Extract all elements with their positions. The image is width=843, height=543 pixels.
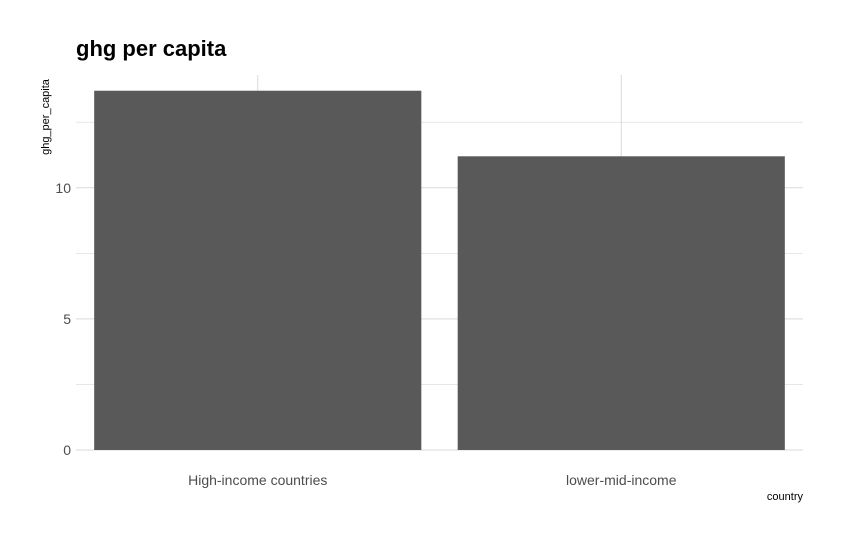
y-tick-label: 5 (63, 311, 71, 327)
y-tick-label: 0 (63, 442, 71, 458)
x-tick-label: High-income countries (188, 472, 327, 488)
bar (457, 156, 785, 450)
chart-title: ghg per capita (76, 36, 227, 61)
x-tick-label: lower-mid-income (566, 472, 677, 488)
y-tick-label: 10 (55, 180, 71, 196)
x-axis-title: country (766, 491, 803, 503)
bar (94, 90, 422, 451)
